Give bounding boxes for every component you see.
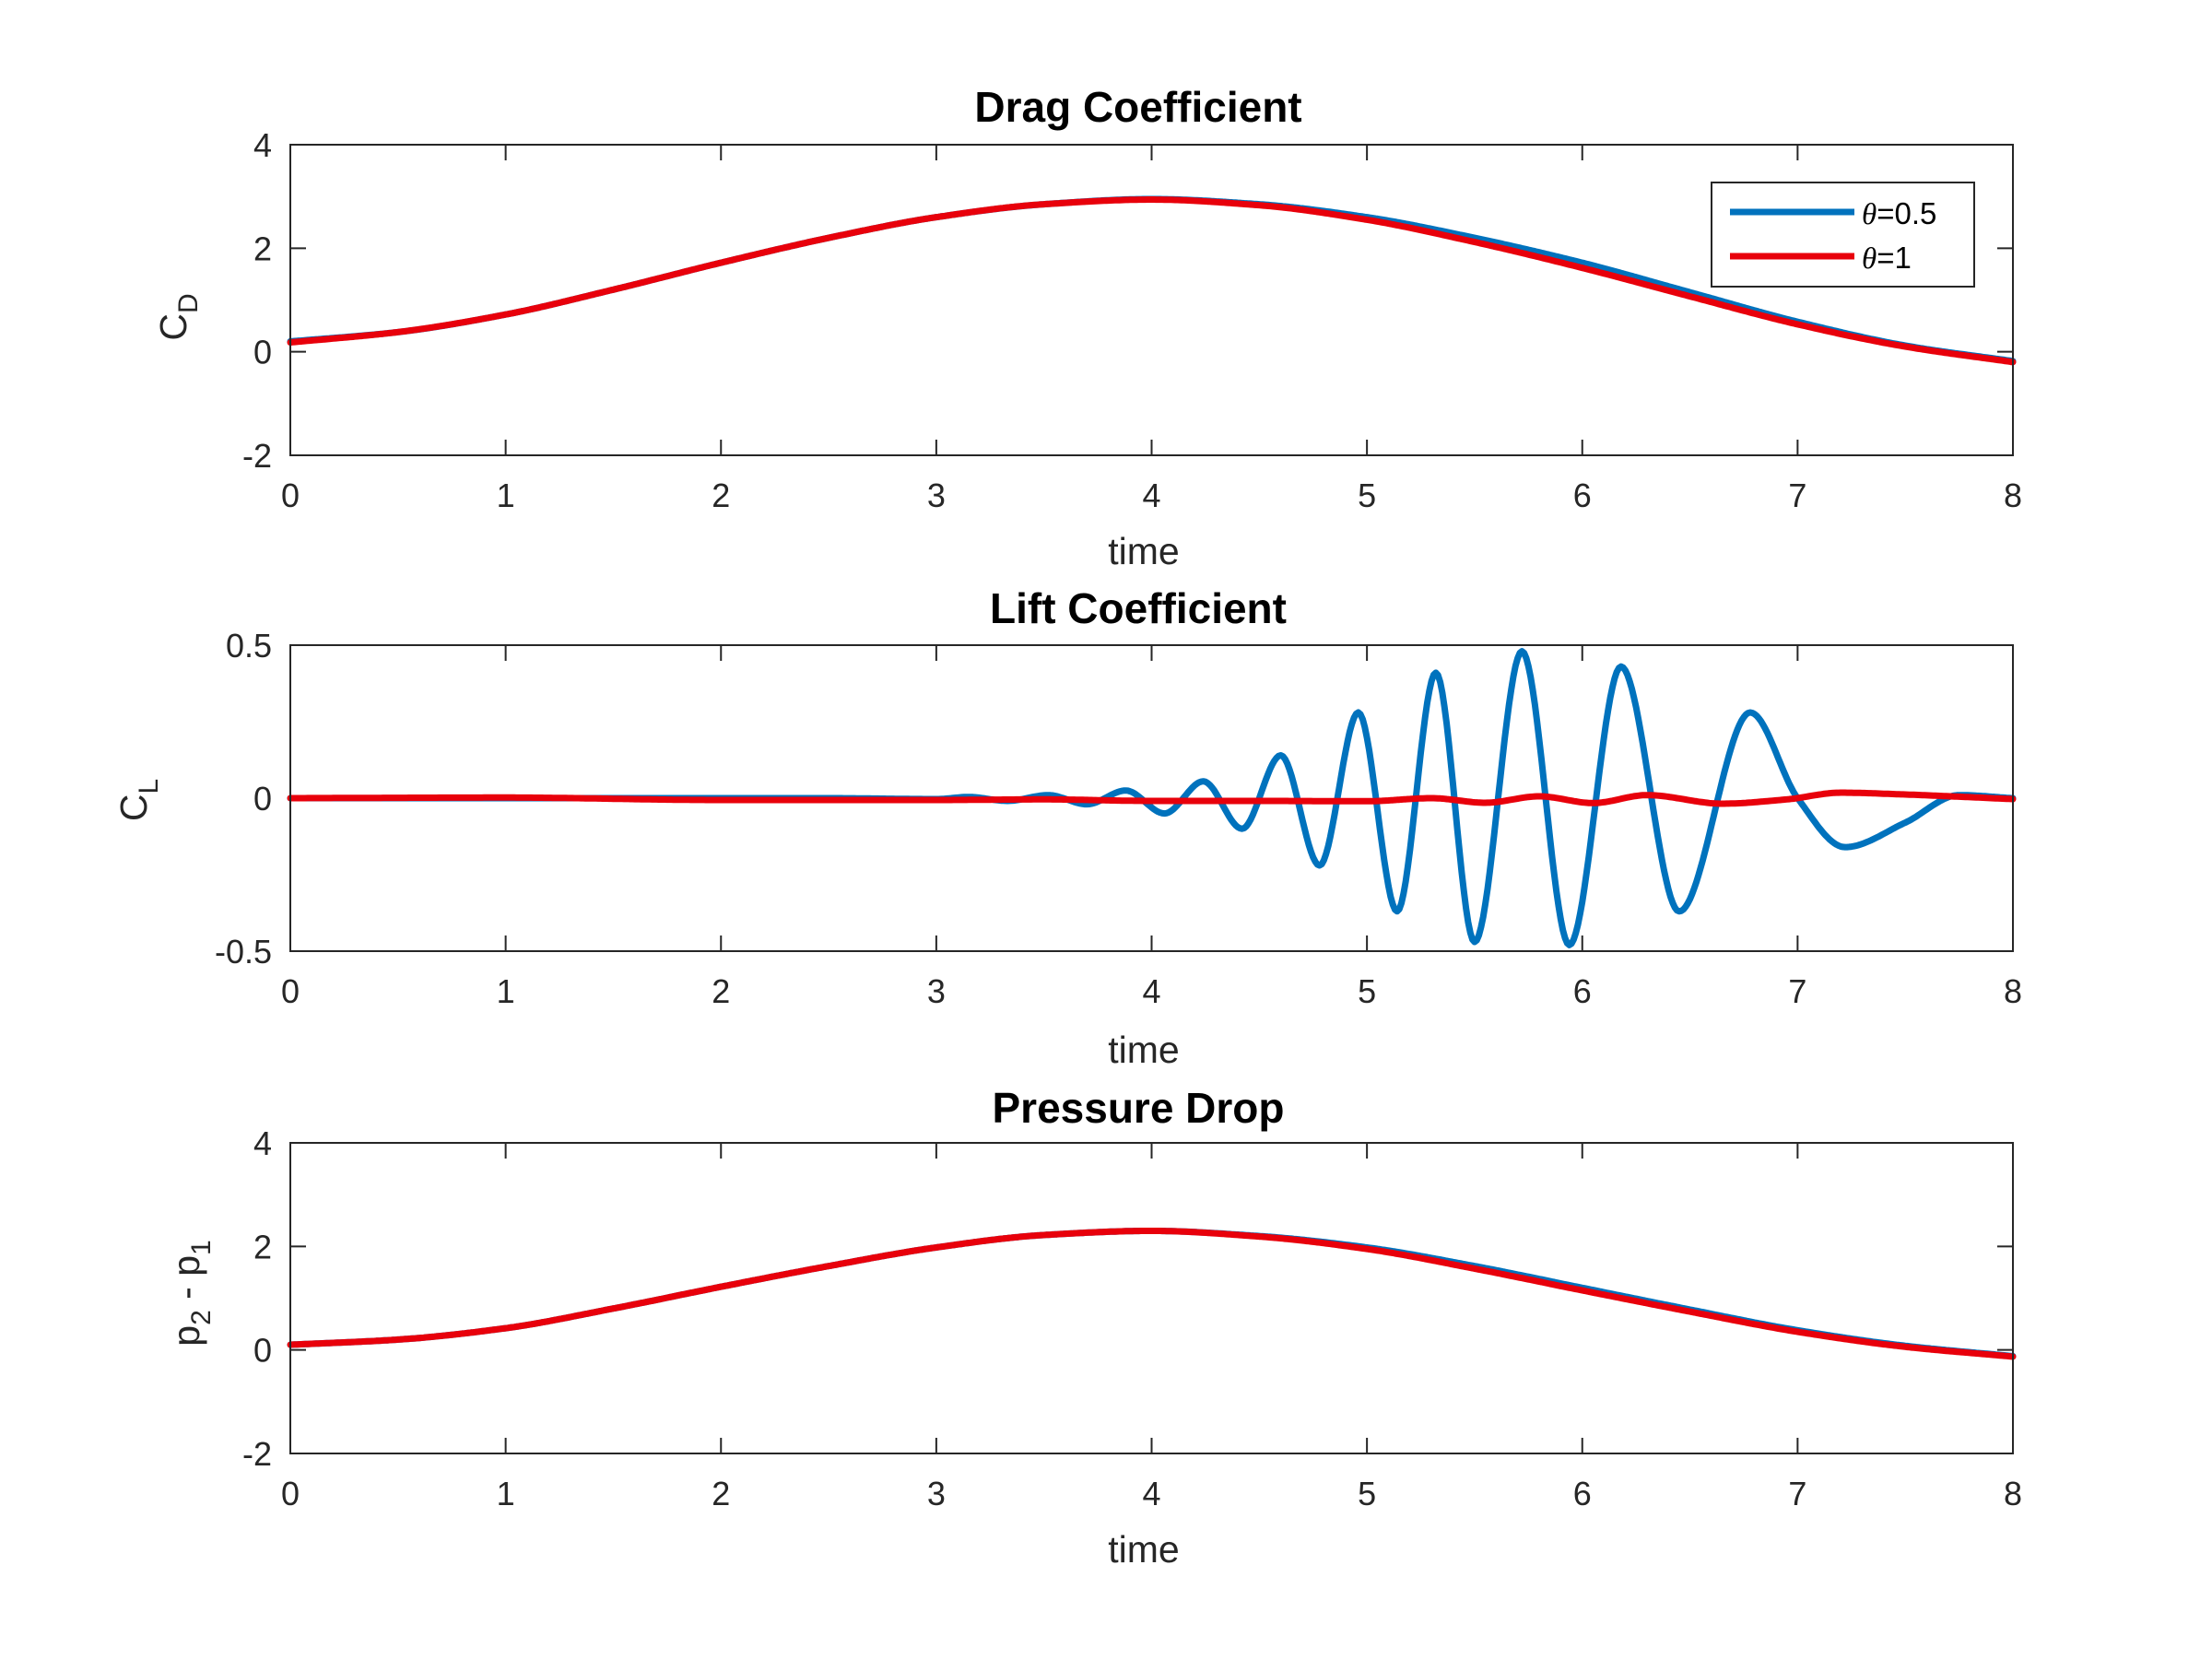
- legend-box: [1711, 182, 1975, 288]
- lift-ylabel-main: C: [112, 794, 155, 822]
- drag-xtick-label: 8: [2004, 477, 2022, 514]
- drag-xtick-label: 5: [1358, 477, 1376, 514]
- drag-xtick-label: 7: [1788, 477, 1806, 514]
- pressure-ytick-label: -2: [242, 1435, 272, 1473]
- lift-xtick-label: 1: [497, 972, 515, 1010]
- pressure-series-theta-1-line: [287, 1228, 2017, 1360]
- pressure-ytick-label: 0: [253, 1332, 272, 1370]
- pressure-xtick-label: 0: [281, 1475, 300, 1512]
- drag-xtick-label: 6: [1573, 477, 1592, 514]
- pressure-title: Pressure Drop: [992, 1084, 1284, 1132]
- lift-xtick-label: 0: [281, 972, 300, 1010]
- lift-xtick-label: 3: [927, 972, 946, 1010]
- drag-ylabel: CD: [152, 293, 204, 340]
- pressure-xtick-label: 2: [712, 1475, 730, 1512]
- pressure-xtick-label: 7: [1788, 1475, 1806, 1512]
- lift-ytick-label: -0.5: [215, 933, 272, 971]
- pressure-xtick-label: 5: [1358, 1475, 1376, 1512]
- lift-xlabel: time: [1108, 1029, 1179, 1071]
- lift-xtick-label: 6: [1573, 972, 1592, 1010]
- drag-ylabel-sub: D: [173, 293, 204, 313]
- pressure-series: [287, 1228, 2017, 1360]
- lift-xtick-label: 8: [2004, 972, 2022, 1010]
- lift-xtick-label: 4: [1142, 972, 1160, 1010]
- drag-ylabel-main: C: [152, 313, 194, 341]
- lift-series: [287, 648, 2017, 948]
- pressure-xtick-label: 8: [2004, 1475, 2022, 1512]
- lift-coefficient-subplot: Lift Coefficient time CL 0 1 2 3 4 5 6 7 8-0.500…: [112, 584, 2022, 1071]
- drag-axes-box: [289, 144, 2014, 456]
- drag-xtick-label: 4: [1142, 477, 1160, 514]
- drag-coefficient-subplot: Drag Coefficient time CD 0 1 2 3 4 5 6 7 8-2024 …: [152, 83, 2022, 572]
- lift-xtick-label: 7: [1788, 972, 1806, 1010]
- pressure-xtick-label: 6: [1573, 1475, 1592, 1512]
- drag-ytick-label: 2: [253, 229, 272, 267]
- legend-entry-theta-0-5: θ=0.5: [1862, 196, 1936, 231]
- lift-title: Lift Coefficient: [990, 584, 1287, 632]
- drag-xtick-label: 2: [712, 477, 730, 514]
- lift-ylabel: CL: [112, 779, 164, 821]
- pressure-ytick-label: 4: [253, 1124, 272, 1162]
- lift-xtick-label: 5: [1358, 972, 1376, 1010]
- drag-ytick-label: 0: [253, 334, 272, 371]
- drag-series-theta-1-line: [287, 196, 2017, 366]
- drag-series: [287, 195, 2017, 366]
- pressure-xtick-label: 3: [927, 1475, 946, 1512]
- lift-series-theta-1-line: [287, 789, 2017, 807]
- pressure-xtick-label: 1: [497, 1475, 515, 1512]
- drag-xlabel: time: [1108, 530, 1179, 572]
- drag-legend: θ=0.5 θ=1: [1711, 182, 1975, 288]
- drag-ytick-label: -2: [242, 437, 272, 475]
- drag-ytick-label: 4: [253, 126, 272, 164]
- pressure-ytick-label: 2: [253, 1228, 272, 1265]
- lift-ylabel-sub: L: [134, 779, 164, 794]
- drag-xtick-label: 0: [281, 477, 300, 514]
- pressure-ylabel: p2 - p1: [165, 1240, 217, 1346]
- drag-xtick-label: 3: [927, 477, 946, 514]
- drag-title: Drag Coefficient: [974, 83, 1301, 131]
- legend-entry-theta-1: θ=1: [1862, 241, 1912, 276]
- lift-xtick-label: 2: [712, 972, 730, 1010]
- lift-ytick-label: 0.5: [226, 627, 272, 665]
- drag-xtick-label: 1: [497, 477, 515, 514]
- pressure-xlabel: time: [1108, 1528, 1179, 1571]
- lift-axes-box: [289, 644, 2014, 952]
- pressure-xtick-label: 4: [1142, 1475, 1160, 1512]
- pressure-axes-box: [289, 1142, 2014, 1454]
- pressure-drop-subplot: Pressure Drop time p2 - p1 0 1 2 3 4 5 6 7 8-202…: [165, 1084, 2022, 1571]
- lift-ytick-label: 0: [253, 780, 272, 818]
